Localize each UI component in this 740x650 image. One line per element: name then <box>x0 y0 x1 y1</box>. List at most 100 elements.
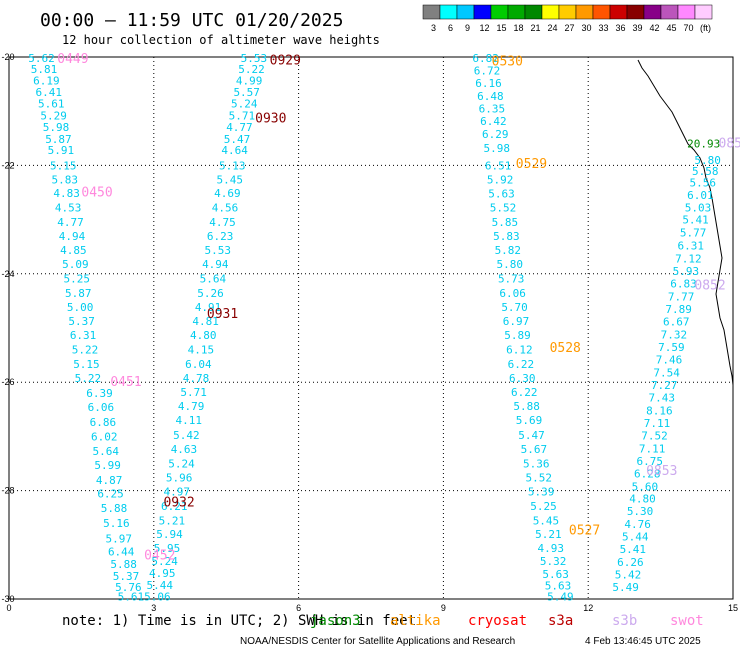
satellite-legend-item: jason3 <box>310 613 361 629</box>
pass-number-label: 0449 <box>57 52 88 67</box>
wave-height-value: 5.67 <box>521 443 548 456</box>
wave-height-value: 5.41 <box>682 214 709 227</box>
wave-height-value: 6.51 <box>485 159 512 172</box>
wave-height-value: 7.32 <box>661 329 688 342</box>
wave-height-value: 5.91 <box>48 144 75 157</box>
wave-height-value: 5.61 <box>118 590 145 603</box>
wave-height-value: 4.81 <box>192 315 219 328</box>
wave-height-value: 4.79 <box>178 400 205 413</box>
wave-height-value: 7.59 <box>658 341 685 354</box>
wave-height-value: 5.73 <box>498 273 525 286</box>
y-tick-label: -20 <box>1 52 14 62</box>
colorbar-tick-label: 30 <box>581 23 591 33</box>
coastline <box>637 59 734 386</box>
wave-height-value: 5.64 <box>200 273 227 286</box>
wave-height-value: 6.31 <box>70 329 97 342</box>
wave-height-value: 4.80 <box>629 493 656 506</box>
wave-height-value: 4.63 <box>171 443 198 456</box>
colorbar-swatch <box>422 4 441 20</box>
wave-height-value: 5.80 <box>694 154 721 167</box>
wave-height-value: 4.76 <box>624 518 651 531</box>
colorbar-swatch <box>575 4 594 20</box>
plot-border <box>8 56 734 600</box>
pass-number-label: 0931 <box>207 307 238 322</box>
wave-height-value: 5.83 <box>51 173 78 186</box>
wave-height-value: 6.35 <box>479 102 506 115</box>
wave-height-value: 7.46 <box>656 353 683 366</box>
wave-height-value: 6.41 <box>36 86 63 99</box>
wave-height-value: 6.12 <box>506 344 533 357</box>
wave-height-value: 5.64 <box>93 445 120 458</box>
wave-height-value: 5.39 <box>528 486 555 499</box>
wave-height-value: 4.91 <box>195 301 222 314</box>
wave-height-value: 4.94 <box>202 258 229 271</box>
wave-height-value: 5.47 <box>224 133 251 146</box>
colorbar-swatch <box>643 4 662 20</box>
wave-height-value: 5.21 <box>159 514 186 527</box>
wave-height-value: 4.78 <box>183 372 210 385</box>
pass-number-label: 0451 <box>110 375 141 390</box>
colorbar-tick-label: 45 <box>666 23 676 33</box>
wave-height-value: 5.89 <box>504 329 531 342</box>
wave-height-value: 5.80 <box>496 258 523 271</box>
wave-height-value: 5.98 <box>483 142 510 155</box>
colorbar-swatch <box>609 4 628 20</box>
colorbar-tick-label: 9 <box>465 23 470 33</box>
wave-height-value: 7.43 <box>649 391 676 404</box>
colorbar-swatch <box>558 4 577 20</box>
wave-height-value: 4.94 <box>59 230 86 243</box>
colorbar-tick-label: 39 <box>632 23 642 33</box>
wave-height-value: 6.22 <box>508 358 535 371</box>
wave-height-value: 6.83 <box>670 278 697 291</box>
wave-height-value: 6.67 <box>663 315 690 328</box>
colorbar-tick-label: 24 <box>547 23 557 33</box>
wave-height-value: 5.24 <box>168 458 195 471</box>
wave-height-value: 5.61 <box>38 98 65 111</box>
wave-height-value: 5.71 <box>229 110 256 123</box>
wave-height-value: 5.60 <box>632 480 659 493</box>
x-tick-label: 12 <box>583 603 593 613</box>
extra-values: 20.93 <box>687 138 720 151</box>
wave-height-value: 6.22 <box>511 386 538 399</box>
wave-height-value: 5.52 <box>490 202 516 215</box>
colorbar-tick-label: 18 <box>513 23 523 33</box>
wave-height-value: 5.93 <box>673 265 700 278</box>
wave-height-value: 4.99 <box>236 74 263 87</box>
wave-height-value: 5.37 <box>113 570 140 583</box>
wave-height-value: 4.64 <box>221 144 248 157</box>
wave-height-value: 5.16 <box>103 517 129 530</box>
wave-height-value: 5.56 <box>690 177 717 190</box>
wave-height-value: 6.01 <box>687 189 714 202</box>
wave-height-value: 6.02 <box>91 430 118 443</box>
wave-height-value: 5.21 <box>535 528 562 541</box>
colorbar-tick-label: (ft) <box>700 23 711 33</box>
pass-number-label: 0528 <box>550 341 581 356</box>
colorbar-swatch <box>456 4 475 20</box>
wave-height-value: 5.98 <box>43 121 70 134</box>
wave-height-value: 5.99 <box>94 459 121 472</box>
pass-number-label: 0530 <box>492 54 523 69</box>
pass-number-label: 0452 <box>144 549 175 564</box>
colorbar-tick-label: 3 <box>431 23 436 33</box>
wave-height-value: 5.26 <box>197 287 224 300</box>
wave-height-value: 6.30 <box>509 372 536 385</box>
wave-height-value: 5.24 <box>151 555 178 568</box>
wave-height-value: 5.15 <box>50 159 77 172</box>
coastline-path <box>637 59 734 386</box>
y-tick-label: -22 <box>1 160 14 170</box>
wave-height-value: 5.63 <box>542 568 569 581</box>
colorbar-swatch <box>660 4 679 20</box>
wave-height-value: 6.75 <box>636 455 663 468</box>
wave-height-value: 5.15 <box>73 358 100 371</box>
wave-height-value: 5.41 <box>620 543 647 556</box>
pass-number-label: 0852 <box>694 279 725 294</box>
wave-height-value: 6.97 <box>503 315 530 328</box>
pass-number-label: 0529 <box>516 157 547 172</box>
pass-number-label: 0932 <box>163 495 194 510</box>
wave-height-value: 5.49 <box>547 590 574 603</box>
wave-height-value: 5.45 <box>533 514 560 527</box>
wave-height-value: 5.63 <box>488 188 514 201</box>
wave-height-value: 4.75 <box>209 216 236 229</box>
wave-height-value: 5.42 <box>615 569 642 582</box>
wave-height-value: 5.69 <box>516 414 543 427</box>
